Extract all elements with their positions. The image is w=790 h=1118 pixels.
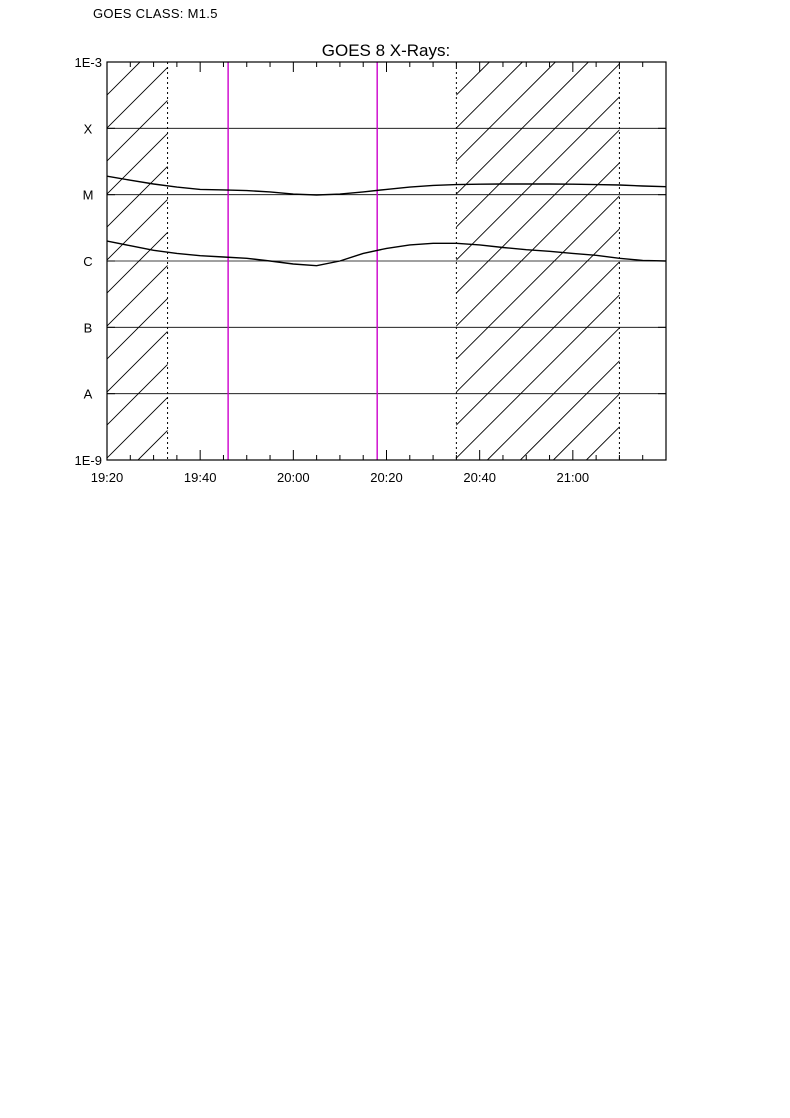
y-tick-label: X xyxy=(84,121,93,136)
x-tick-label: 21:00 xyxy=(557,470,590,485)
y-tick-label: 1E-3 xyxy=(75,55,102,70)
y-tick-label: A xyxy=(84,387,93,402)
y-tick-label: 1E-9 xyxy=(75,453,102,468)
chart-title: GOES 8 X-Rays: xyxy=(322,41,450,60)
y-tick-label: C xyxy=(83,254,92,269)
goes-class-label: GOES CLASS: M1.5 xyxy=(93,6,218,21)
y-tick-label: M xyxy=(83,188,94,203)
x-tick-label: 20:20 xyxy=(370,470,403,485)
hatch-line xyxy=(652,62,790,460)
x-tick-label: 20:40 xyxy=(463,470,496,485)
x-tick-label: 19:40 xyxy=(184,470,217,485)
x-tick-label: 19:20 xyxy=(91,470,124,485)
x-tick-label: 20:00 xyxy=(277,470,310,485)
series-line-0 xyxy=(107,175,666,196)
y-tick-label: B xyxy=(84,320,93,335)
series-line-1 xyxy=(107,240,666,267)
goes-xray-chart: GOES 8 X-Rays: 1E-3 X M C B A 1E-9 19:20 19:40 20… xyxy=(75,41,790,485)
